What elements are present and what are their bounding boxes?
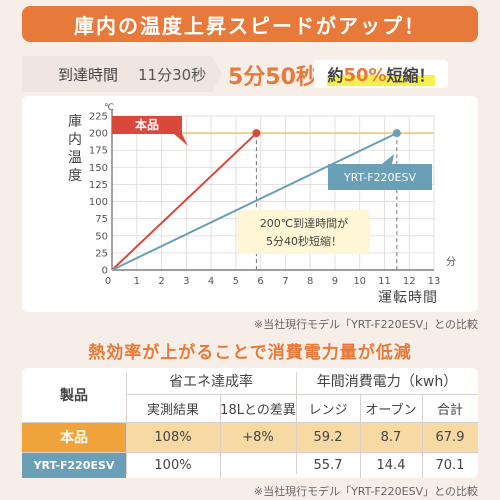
x-tick-label: 9 xyxy=(332,276,338,287)
row-measured: 108% xyxy=(154,429,192,445)
efficiency-title: 熱効率が上がることで消費電力量が低減 xyxy=(88,343,412,363)
y-tick-label: 125 xyxy=(89,180,108,191)
header-group-achievement: 省エネ達成率 xyxy=(169,374,253,390)
callout-label-new: 本品 xyxy=(135,117,159,132)
y-axis-label-char: 温 xyxy=(68,150,82,166)
table-hline xyxy=(22,422,478,423)
speed-new-time: 5分50秒 xyxy=(228,65,318,90)
x-tick-label: 11 xyxy=(378,276,391,287)
annotation-box xyxy=(238,210,370,254)
row-measured: 100% xyxy=(154,457,192,473)
chart-note: ※当社現行モデル「YRT-F220ESV」との比較 xyxy=(253,318,478,331)
x-axis-label: 運転時間 xyxy=(378,290,438,306)
y-tick-label: 0 xyxy=(102,266,108,277)
x-tick-label: 0 xyxy=(105,276,111,287)
x-tick-label: 4 xyxy=(208,276,214,287)
row-range: 59.2 xyxy=(313,429,343,445)
row-name: YRT-F220ESV xyxy=(33,458,115,472)
row-oven: 14.4 xyxy=(376,457,406,473)
series-end-point-old xyxy=(392,129,401,138)
x-tick-label: 5 xyxy=(233,276,239,287)
series-line-old xyxy=(111,132,398,271)
footnote: ※当社現行モデル「YRT-F220ESV」との比較 xyxy=(253,485,478,498)
table-vline xyxy=(220,394,221,478)
table-hline xyxy=(126,394,478,395)
x-unit-label: 分 xyxy=(446,256,456,268)
y-unit-label: ℃ xyxy=(104,103,114,113)
y-tick-label: 200 xyxy=(89,129,108,140)
callout-box-old xyxy=(328,154,432,190)
header-group-annual-power: 年間消費電力（kwh） xyxy=(316,374,458,390)
x-tick-label: 3 xyxy=(183,276,189,287)
y-tick-label: 225 xyxy=(89,112,108,123)
y-tick-label: 100 xyxy=(89,197,108,208)
callout-box-new xyxy=(112,116,188,146)
table-vline xyxy=(126,372,127,474)
x-tick-label: 12 xyxy=(403,276,416,287)
row-header-band-old xyxy=(22,452,126,478)
x-tick-label: 2 xyxy=(158,276,164,287)
table-vline xyxy=(296,372,297,474)
header-product: 製品 xyxy=(60,388,88,404)
y-tick-label: 25 xyxy=(95,248,108,259)
subheader-range: レンジ xyxy=(308,402,348,418)
x-tick-label: 8 xyxy=(307,276,313,287)
series-end-point-new xyxy=(252,129,261,138)
row-header-band-new xyxy=(22,422,126,452)
row-oven: 8.7 xyxy=(380,429,402,445)
x-tick-label: 6 xyxy=(257,276,263,287)
table-vline xyxy=(422,394,423,478)
header-title: 庫内の温度上昇スピードがアップ！ xyxy=(74,13,426,38)
y-tick-label: 175 xyxy=(89,146,108,157)
annotation-line2: 5分40秒短縮！ xyxy=(266,234,342,248)
row-total: 70.1 xyxy=(435,457,465,473)
callout-label-old: YRT-F220ESV xyxy=(343,171,416,184)
table-hline xyxy=(22,452,478,453)
x-tick-label: 1 xyxy=(134,276,140,287)
row-range: 55.7 xyxy=(313,457,343,473)
subheader-diff-18l: 18Lとの差異 xyxy=(220,402,296,418)
badge-text: 約50%短縮！ xyxy=(327,62,435,86)
table-vline xyxy=(360,394,361,478)
y-axis-label-char: 庫 xyxy=(68,113,82,130)
subheader-measured: 実測結果 xyxy=(146,402,199,418)
subheader-total: 合計 xyxy=(436,402,463,418)
row-total: 67.9 xyxy=(435,429,465,445)
speed-label: 到達時間 xyxy=(58,66,119,84)
speed-arrow-shape xyxy=(22,56,222,92)
row-band-new xyxy=(126,422,478,452)
row-diff xyxy=(220,452,296,478)
speed-old-time: 11分30秒 xyxy=(138,66,207,84)
badge-suffix: 短縮！ xyxy=(386,66,435,85)
badge-prefix: 約 xyxy=(327,66,344,85)
y-axis-label-char: 度 xyxy=(68,168,82,184)
series-line-new xyxy=(111,132,258,271)
y-axis-label-char: 内 xyxy=(68,132,82,148)
header-banner: 庫内の温度上昇スピードがアップ！ xyxy=(22,6,478,42)
subheader-oven: オーブン xyxy=(365,402,417,418)
annotation-line1: 200℃到達時間が xyxy=(260,216,348,230)
badge-percent: 50% xyxy=(343,65,387,86)
speed-reduction-badge: 約50%短縮！ xyxy=(314,60,448,88)
row-name: 本品 xyxy=(60,430,88,446)
x-tick-label: 7 xyxy=(282,276,288,287)
y-tick-label: 75 xyxy=(95,214,108,225)
y-tick-label: 50 xyxy=(95,231,108,242)
x-tick-label: 13 xyxy=(428,276,441,287)
y-tick-label: 150 xyxy=(89,163,108,174)
x-tick-label: 10 xyxy=(353,276,366,287)
row-diff: +8% xyxy=(242,429,274,445)
